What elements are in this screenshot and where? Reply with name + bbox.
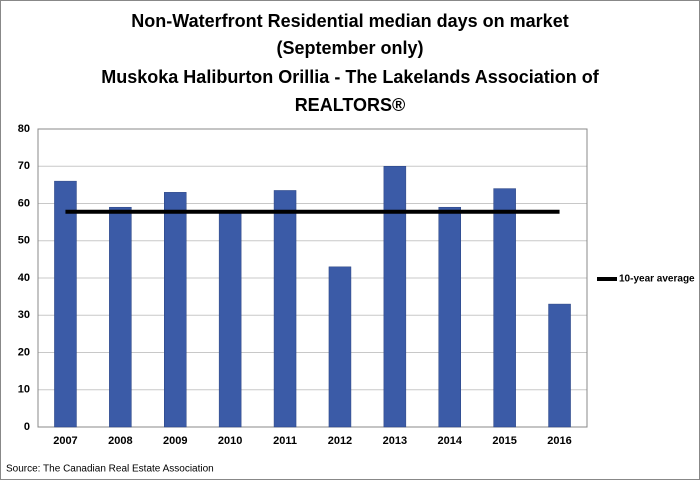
y-tick-label: 30: [18, 309, 30, 321]
chart-title: REALTORS®: [295, 95, 406, 115]
y-tick-label: 60: [18, 197, 30, 209]
x-tick-label: 2012: [328, 435, 352, 447]
y-tick-label: 20: [18, 346, 30, 358]
x-tick-label: 2009: [163, 435, 187, 447]
bar: [438, 206, 461, 428]
x-tick-label: 2015: [492, 435, 516, 447]
source: Source: The Canadian Real Estate Associa…: [6, 464, 214, 475]
y-tick-label: 0: [24, 421, 30, 433]
bar: [548, 303, 571, 428]
x-tick-label: 2008: [108, 435, 132, 447]
y-tick-label: 80: [18, 123, 30, 135]
chart-title: Muskoka Haliburton Orillia - The Lakelan…: [101, 67, 599, 87]
bar: [383, 166, 407, 428]
x-tick-label: 2013: [383, 435, 407, 447]
legend-label: 10-year average: [619, 274, 695, 285]
chart-title: (September only): [276, 38, 423, 58]
y-tick-label: 50: [18, 235, 30, 247]
x-tick-label: 2014: [438, 435, 463, 447]
bar: [273, 190, 297, 428]
plot-border: [37, 128, 588, 428]
x-tick-label: 2016: [547, 435, 571, 447]
bar: [164, 192, 187, 428]
bar: [54, 180, 77, 428]
y-tick-label: 40: [18, 272, 30, 284]
x-tick-label: 2010: [218, 435, 242, 447]
y-tick-label: 10: [18, 384, 30, 396]
x-tick-label: 2007: [53, 435, 77, 447]
bar: [493, 188, 516, 428]
x-tick-label: 2011: [273, 435, 297, 447]
bar: [218, 212, 242, 428]
y-tick-label: 70: [18, 160, 30, 172]
bar: [109, 206, 132, 428]
bar: [328, 266, 352, 428]
chart-title: Non-Waterfront Residential median days o…: [131, 11, 568, 31]
